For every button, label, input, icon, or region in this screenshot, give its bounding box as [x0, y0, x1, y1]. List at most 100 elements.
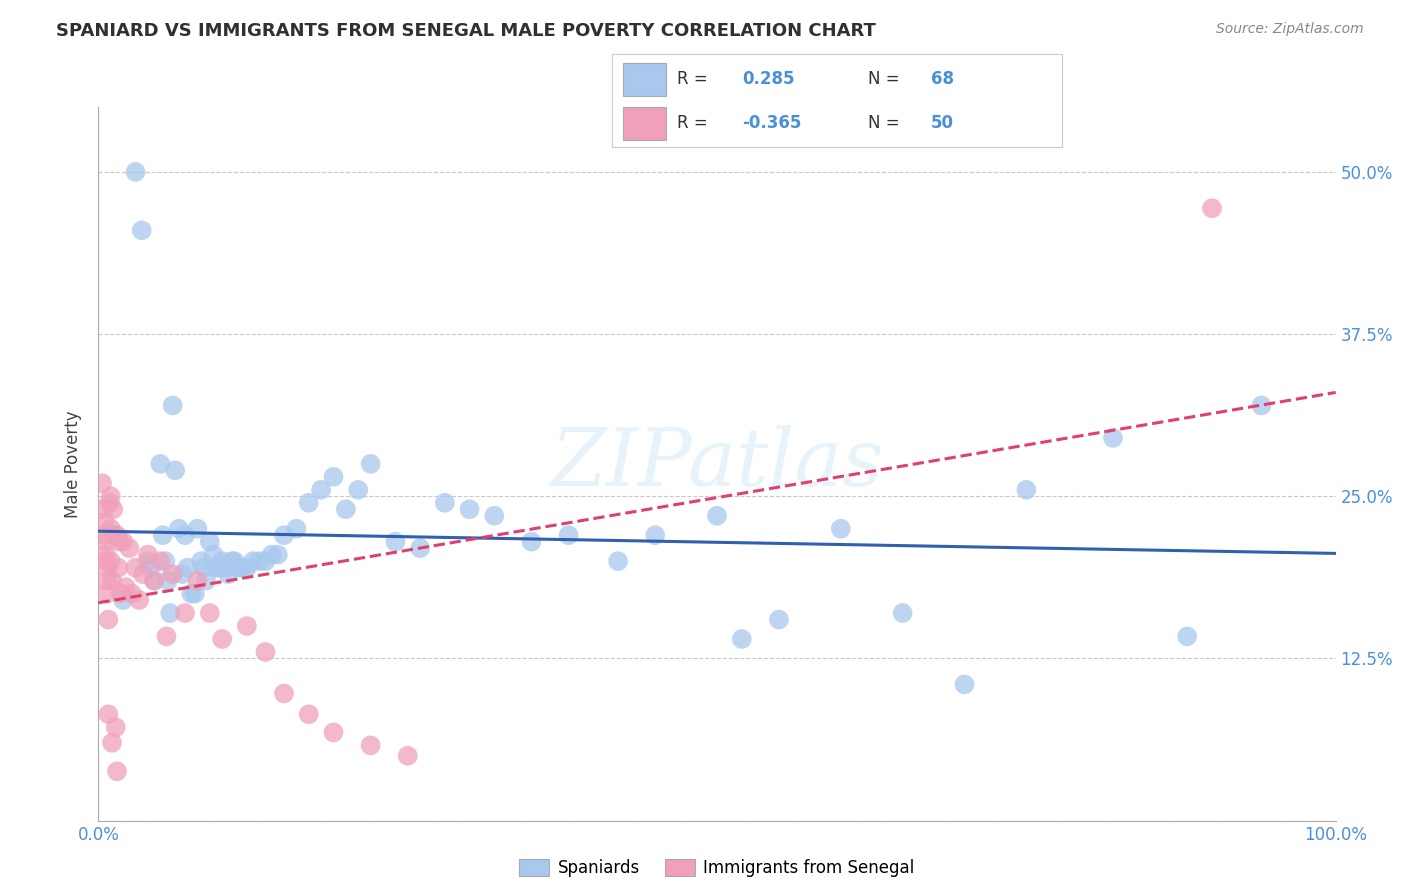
Point: [91, 476, 114, 491]
Point: [143, 574, 166, 588]
Point: [136, 548, 159, 562]
Text: 50: 50: [931, 114, 955, 132]
Point: [96, 560, 118, 574]
Point: [97, 707, 120, 722]
Point: [94, 554, 117, 568]
Point: [208, 560, 231, 574]
Text: R =: R =: [676, 70, 707, 87]
Point: [236, 560, 259, 574]
Legend: Spaniards, Immigrants from Senegal: Spaniards, Immigrants from Senegal: [513, 852, 921, 884]
Point: [149, 457, 172, 471]
Point: [298, 707, 321, 722]
Point: [233, 560, 256, 574]
Point: [254, 554, 277, 568]
Point: [458, 502, 481, 516]
Point: [112, 593, 135, 607]
Point: [105, 528, 128, 542]
Point: [94, 534, 117, 549]
Point: [186, 574, 208, 588]
Point: [165, 463, 187, 477]
Point: [172, 567, 194, 582]
Point: [152, 528, 174, 542]
Point: [121, 586, 143, 600]
Point: [211, 632, 233, 646]
Point: [162, 399, 184, 413]
Point: [94, 548, 117, 562]
Point: [97, 613, 120, 627]
Point: [236, 619, 259, 633]
Point: [891, 606, 914, 620]
Point: [174, 528, 197, 542]
Point: [247, 554, 270, 568]
Point: [298, 496, 321, 510]
Point: [96, 574, 118, 588]
Point: [98, 496, 121, 510]
Point: [202, 548, 225, 562]
Point: [110, 586, 132, 600]
Point: [162, 567, 184, 582]
Point: [107, 560, 129, 574]
Point: [360, 457, 382, 471]
Point: [155, 629, 177, 643]
Point: [167, 522, 190, 536]
Point: [267, 548, 290, 562]
Point: [193, 560, 215, 574]
Point: [706, 508, 728, 523]
Point: [100, 489, 122, 503]
Point: [100, 554, 122, 568]
Point: [105, 764, 128, 779]
Point: [103, 502, 125, 516]
Point: [215, 560, 238, 574]
Point: [396, 748, 419, 763]
Point: [1102, 431, 1125, 445]
Point: [149, 554, 172, 568]
Point: [96, 586, 118, 600]
Point: [273, 686, 295, 700]
Text: -0.365: -0.365: [742, 114, 801, 132]
Point: [132, 567, 155, 582]
Point: [484, 508, 506, 523]
Point: [520, 534, 543, 549]
Point: [124, 165, 146, 179]
Point: [101, 574, 124, 588]
Point: [433, 496, 456, 510]
Point: [260, 548, 283, 562]
Point: [273, 528, 295, 542]
Text: R =: R =: [676, 114, 707, 132]
Text: 0.285: 0.285: [742, 70, 794, 87]
Y-axis label: Male Poverty: Male Poverty: [65, 410, 83, 517]
Point: [335, 502, 357, 516]
Text: N =: N =: [868, 70, 900, 87]
Point: [360, 739, 382, 753]
Point: [198, 534, 221, 549]
Point: [347, 483, 370, 497]
Point: [731, 632, 754, 646]
Point: [1201, 201, 1223, 215]
Point: [174, 606, 197, 620]
Point: [285, 522, 308, 536]
Point: [1175, 629, 1198, 643]
Point: [224, 554, 246, 568]
Point: [242, 554, 264, 568]
Point: [101, 736, 124, 750]
Point: [190, 554, 212, 568]
Point: [104, 720, 127, 734]
Point: [128, 593, 150, 607]
Point: [322, 470, 344, 484]
Point: [309, 483, 332, 497]
Point: [322, 725, 344, 739]
Point: [830, 522, 852, 536]
Point: [217, 567, 239, 582]
Text: N =: N =: [868, 114, 900, 132]
Point: [384, 534, 406, 549]
Text: ZIPatlas: ZIPatlas: [550, 425, 884, 502]
Point: [103, 528, 125, 542]
Point: [229, 560, 252, 574]
Point: [221, 554, 243, 568]
Point: [131, 223, 153, 237]
Point: [768, 613, 790, 627]
Text: 68: 68: [931, 70, 955, 87]
Point: [557, 528, 579, 542]
Point: [198, 606, 221, 620]
Point: [124, 560, 146, 574]
